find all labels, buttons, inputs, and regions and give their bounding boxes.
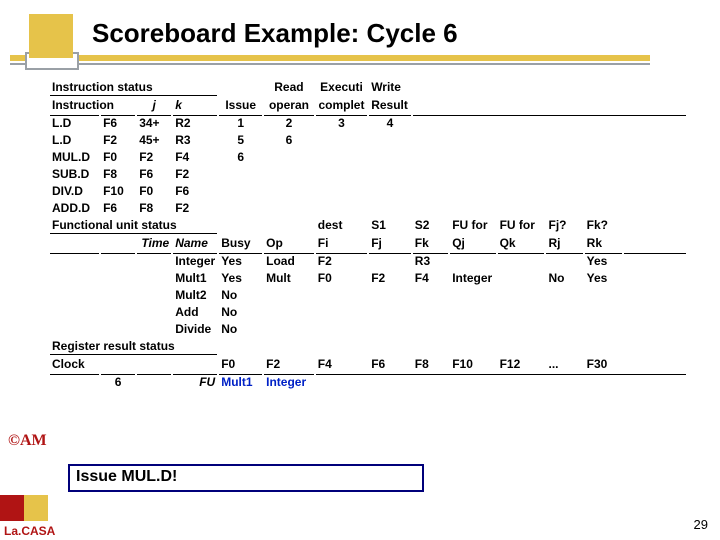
fu-busy: Busy [219,236,262,251]
fu-row: Integer Yes Load F2 R3 Yes [50,253,686,269]
fu-time: Time [101,236,171,251]
read-col: operan [264,98,314,113]
fu-row: Divide No [50,322,686,337]
page-number: 29 [694,517,708,532]
exec-hdr: Executi [316,80,367,96]
instr-row: L.D F6 34+ R2 1 2 3 4 [50,115,686,131]
scoreboard-tables: Instruction status Read Executi Write In… [48,78,688,392]
fu-s2: S2 [413,218,448,234]
reg-col: F30 [585,357,622,372]
instr-status-header: Instruction status [50,80,217,96]
write-col: Result [369,98,411,113]
reg-col: F0 [219,357,262,372]
instr-row: DIV.D F10 F0 F6 [50,184,686,199]
reg-col: F10 [450,357,495,372]
exec-col: complet [316,98,367,113]
fu-rklbl: Rk [585,236,622,251]
fu-header: Functional unit status [50,218,217,234]
title-accent-line-grey [10,63,650,65]
fu-qj: FU for [450,218,495,234]
instr-row: SUB.D F8 F6 F2 [50,167,686,182]
clock-value: 6 [101,374,135,390]
fu-qk: FU for [498,218,545,234]
reg-val: Integer [264,374,314,390]
title-block [29,14,73,58]
fu-fk: Fk? [585,218,622,234]
title-accent-line [10,55,650,61]
fu-row: Add No [50,305,686,320]
instr-row: MUL.D F0 F2 F4 6 [50,150,686,165]
reg-col: F6 [369,357,411,372]
instr-col: Instruction [50,98,135,113]
fu-rjlbl: Rj [546,236,582,251]
fu-qjlbl: Qj [450,236,495,251]
fu-s1: S1 [369,218,411,234]
fu-label: FU [173,374,217,390]
am-logo: ©AM [8,432,47,450]
lacasa-logo: La.CASA [4,495,55,538]
fu-row: Mult2 No [50,288,686,303]
col-j: j [137,98,171,113]
fu-fj: Fj? [546,218,582,234]
fu-qklbl: Qk [498,236,545,251]
issue-col: Issue [219,98,262,113]
col-k: k [173,98,217,113]
fu-name: Name [173,236,217,251]
read-hdr: Read [264,80,314,96]
reg-col: F12 [498,357,545,372]
reg-val: Mult1 [219,374,262,390]
fu-fi: Fi [316,236,367,251]
reg-header: Register result status [50,339,217,355]
clock-label: Clock [50,357,99,372]
reg-col: F8 [413,357,448,372]
lacasa-text: La.CASA [4,524,55,538]
fu-fklbl: Fk [413,236,448,251]
write-hdr: Write [369,80,411,96]
fu-op: Op [264,236,314,251]
reg-col: ... [546,357,582,372]
issue-message: Issue MUL.D! [68,464,424,492]
instr-row: ADD.D F6 F8 F2 [50,201,686,216]
instr-row: L.D F2 45+ R3 5 6 [50,133,686,148]
reg-col: F2 [264,357,314,372]
page-title: Scoreboard Example: Cycle 6 [92,18,458,49]
reg-col: F4 [316,357,367,372]
fu-fjlbl: Fj [369,236,411,251]
fu-dest: dest [316,218,367,234]
fu-row: Mult1 Yes Mult F0 F2 F4 Integer No Yes [50,271,686,286]
